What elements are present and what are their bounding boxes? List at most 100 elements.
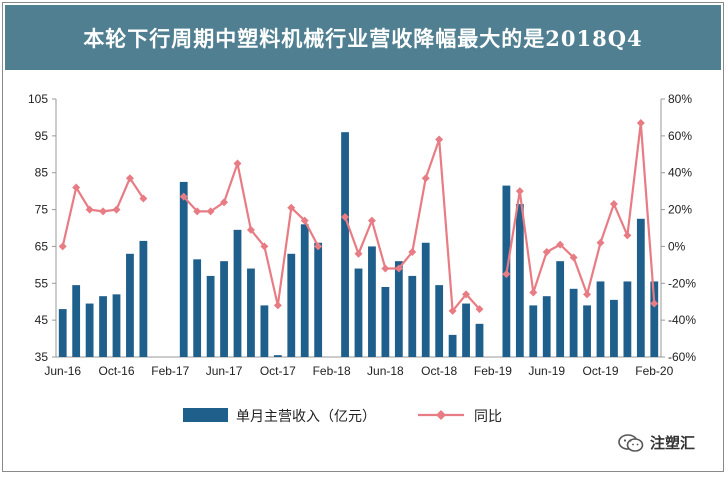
bar: [273, 355, 282, 357]
yoy-marker: [206, 207, 215, 216]
bar: [287, 253, 296, 357]
x-tick-label: Jun-18: [367, 364, 404, 378]
yoy-marker: [300, 216, 309, 225]
bar: [368, 246, 376, 357]
yoy-marker: [623, 231, 632, 240]
yoy-marker: [287, 203, 296, 212]
right-tick-label: 20%: [668, 203, 692, 217]
bar: [556, 261, 565, 357]
bar: [354, 268, 363, 357]
yoy-marker: [529, 288, 538, 297]
yoy-marker: [475, 305, 484, 314]
yoy-marker: [354, 249, 363, 258]
bar: [529, 305, 538, 357]
chart-title: 本轮下行周期中塑料机械行业营收降幅最大的是2018Q4: [83, 25, 643, 51]
yoy-marker: [367, 216, 376, 225]
bar: [58, 309, 67, 357]
yoy-marker: [636, 118, 645, 127]
yoy-marker: [381, 264, 390, 273]
bar: [623, 281, 632, 357]
right-tick-label: -20%: [668, 276, 696, 290]
yoy-marker: [394, 264, 403, 273]
yoy-marker: [515, 187, 524, 196]
bar: [435, 285, 444, 357]
yoy-marker: [193, 207, 202, 216]
yoy-marker: [421, 174, 430, 183]
yoy-marker: [462, 290, 471, 299]
left-tick-label: 35: [35, 350, 49, 364]
bar: [72, 285, 81, 357]
bar: [381, 286, 390, 357]
yoy-marker: [58, 242, 67, 251]
bar: [515, 204, 524, 357]
yoy-marker: [542, 247, 551, 256]
yoy-marker: [125, 174, 134, 183]
x-tick-label: Oct-17: [260, 364, 296, 378]
title-bar: 本轮下行周期中塑料机械行业营收降幅最大的是2018Q4: [5, 5, 721, 70]
line-series: [58, 118, 659, 315]
yoy-marker: [85, 205, 94, 214]
legend-line-label: 同比: [474, 409, 502, 425]
yoy-marker: [569, 253, 578, 262]
right-tick-label: 40%: [668, 166, 692, 180]
right-tick-label: 0%: [668, 239, 686, 253]
watermark: 注塑汇: [618, 432, 695, 453]
chart-frame: [2, 2, 724, 472]
bar: [610, 299, 618, 357]
yoy-marker: [341, 212, 350, 221]
x-tick-label: Jun-19: [528, 364, 565, 378]
yoy-marker: [273, 301, 282, 310]
bar: [126, 253, 134, 357]
bar: [220, 261, 228, 357]
x-tick-label: Oct-19: [582, 364, 618, 378]
bar: [394, 261, 403, 357]
bar: [112, 294, 121, 357]
bar: [85, 303, 94, 357]
bar: [179, 181, 188, 357]
bar: [341, 132, 349, 357]
yoy-marker: [435, 135, 444, 144]
bar: [300, 224, 309, 357]
bar: [206, 275, 215, 357]
legend-bar-swatch: [183, 408, 228, 422]
yoy-marker: [583, 290, 592, 299]
yoy-marker: [609, 200, 618, 209]
x-tick-label: Jun-17: [206, 364, 243, 378]
bar: [139, 240, 148, 357]
yoy-marker: [314, 242, 323, 251]
bar: [448, 334, 457, 357]
x-tick-label: Oct-16: [98, 364, 134, 378]
yoy-marker: [556, 240, 565, 249]
bar: [583, 305, 591, 357]
yoy-marker: [112, 205, 121, 214]
left-tick-label: 75: [35, 203, 49, 217]
bar: [314, 242, 323, 357]
bar: [636, 218, 645, 357]
bar-series: [58, 132, 659, 357]
tick-labels: 35 45 55 65 75 85 95 105 -60% -40% -20% 0% 20% 40% 60%…: [28, 92, 696, 378]
x-tick-label: Feb-20: [635, 364, 673, 378]
yoy-marker: [139, 194, 148, 203]
left-tick-label: 55: [35, 276, 49, 290]
left-tick-label: 85: [35, 166, 49, 180]
x-tick-label: Oct-18: [421, 364, 457, 378]
yoy-marker: [650, 299, 659, 308]
right-tick-label: -40%: [668, 313, 696, 327]
yoy-marker: [72, 183, 81, 192]
yoy-marker: [448, 306, 457, 315]
bar: [233, 229, 242, 357]
yoy-marker: [596, 238, 605, 247]
legend-line-marker: [436, 410, 446, 420]
right-tick-label: 60%: [668, 129, 692, 143]
yoy-marker: [246, 225, 255, 234]
yoy-marker: [99, 207, 108, 216]
yoy-line-segment: [505, 121, 656, 304]
bar: [408, 275, 417, 357]
bar: [99, 296, 107, 357]
legend-bar-label: 单月主营收入（亿元）: [236, 409, 376, 425]
wechat-icon: [618, 433, 644, 452]
legend: 单月主营收入（亿元） 同比: [183, 408, 502, 425]
left-tick-label: 45: [35, 313, 49, 327]
bar: [421, 242, 430, 357]
